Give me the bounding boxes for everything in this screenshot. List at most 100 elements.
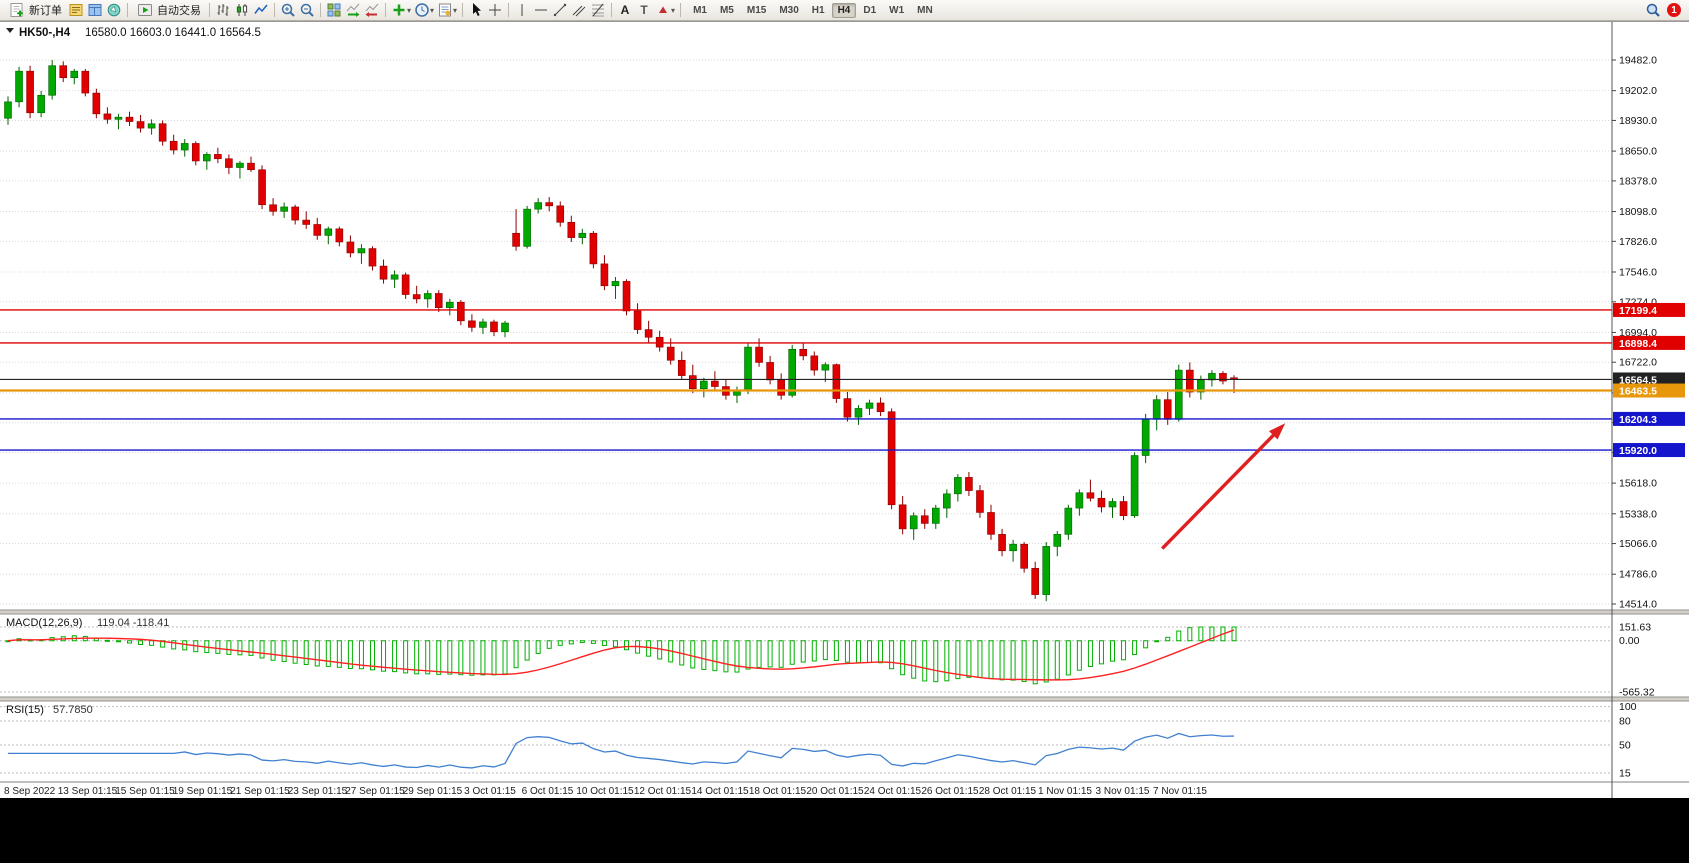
symbol-dropdown-arrow-icon[interactable] (6, 28, 14, 33)
cursor-icon[interactable] (467, 2, 485, 19)
indicators-dropdown-caret[interactable]: ▾ (407, 5, 412, 15)
macd-histogram-bar (1143, 640, 1149, 649)
pane-separator[interactable] (0, 610, 1689, 614)
macd-histogram-bar (138, 640, 144, 646)
toolbar-separator (462, 3, 464, 17)
candlestick-chart-icon[interactable] (233, 2, 251, 19)
trend-arrow-head[interactable] (1268, 423, 1286, 440)
macd-histogram-bar (1209, 626, 1215, 642)
candle-body (677, 359, 686, 376)
time-axis-label: 20 Oct 01:15 (806, 786, 864, 797)
candle-body (291, 206, 299, 221)
timeframe-H4-button[interactable]: H4 (831, 2, 857, 18)
macd-histogram-bar (922, 640, 928, 682)
line-chart-icon[interactable] (252, 2, 270, 19)
candle-body (744, 346, 752, 391)
price-tag-16564.5 (1613, 372, 1685, 387)
channel-icon[interactable] (570, 2, 588, 19)
time-axis-label: 7 Nov 01:15 (1153, 786, 1207, 797)
candle-body (644, 329, 653, 338)
macd-histogram-bar (1110, 640, 1116, 662)
notification-badge[interactable]: 1 (1667, 3, 1681, 17)
bar-chart-icon[interactable] (214, 2, 232, 19)
candle-body (777, 379, 785, 396)
macd-histogram-bar (933, 640, 939, 683)
macd-histogram-bar (1087, 640, 1093, 667)
candle-body (589, 232, 598, 265)
templates-dropdown-caret[interactable]: ▾ (453, 5, 458, 15)
price-axis-label: 15618.0 (1619, 478, 1657, 490)
macd-histogram-bar (126, 640, 132, 644)
crosshair-icon[interactable] (486, 2, 504, 19)
candle-body (26, 70, 34, 114)
candle-body (700, 380, 708, 390)
tile-windows-icon[interactable] (325, 2, 343, 19)
timeframe-M15-button[interactable]: M15 (746, 4, 767, 16)
time-axis-label: 1 Nov 01:15 (1038, 786, 1092, 797)
price-axis-label: 18378.0 (1619, 175, 1657, 187)
macd-histogram-bar (358, 640, 364, 670)
timeframe-W1-button[interactable]: W1 (889, 4, 905, 16)
timeframe-MN-button[interactable]: MN (917, 4, 933, 16)
timeframe-M5-button[interactable]: M5 (719, 4, 734, 16)
chart-shift-icon[interactable] (363, 2, 381, 19)
timeframe-M30-button[interactable]: M30 (779, 4, 799, 16)
macd-histogram-bar (767, 640, 773, 668)
macd-histogram-bar (1231, 626, 1237, 642)
macd-histogram-bar (1065, 640, 1071, 676)
price-axis-label: 19202.0 (1619, 85, 1657, 97)
macd-histogram-bar (844, 640, 850, 663)
data-window-icon[interactable] (86, 2, 104, 19)
time-axis-label: 24 Oct 01:15 (864, 786, 922, 797)
label-icon[interactable]: T (635, 2, 653, 19)
candle-body (865, 402, 874, 409)
navigator-icon[interactable] (105, 2, 123, 19)
macd-histogram-bar (281, 640, 287, 663)
chart-window: 19482.0 19202.0 18930.0 18650.0 18378.0 18098… (0, 21, 1689, 799)
candle-body (390, 274, 399, 280)
price-tag-label: 16564.5 (1619, 374, 1657, 386)
time-axis-label: 29 Sep 01:15 (403, 786, 463, 797)
timeframe-M1-button[interactable]: M1 (693, 4, 707, 16)
horizontal-line-icon[interactable] (532, 2, 550, 19)
candle-body (114, 116, 123, 120)
macd-histogram-bar (734, 640, 740, 673)
macd-histogram-bar (900, 640, 906, 676)
macd-histogram-bar (701, 640, 707, 670)
shapes-icon[interactable] (654, 2, 672, 19)
price-axis-label: 17546.0 (1619, 266, 1657, 278)
pane-separator[interactable] (0, 697, 1689, 701)
fibonacci-icon[interactable] (589, 2, 607, 19)
macd-histogram-bar (369, 640, 375, 671)
auto-scroll-icon[interactable] (344, 2, 362, 19)
market-watch-icon[interactable] (67, 2, 85, 19)
candle-body (180, 143, 189, 151)
macd-histogram-bar (303, 640, 309, 665)
timeframe-H1-button[interactable]: H1 (811, 4, 825, 16)
candle-body (766, 362, 774, 381)
empty-area-below-chart (0, 798, 1689, 863)
macd-histogram-bar (1165, 636, 1171, 642)
zoom-out-icon[interactable] (298, 2, 316, 19)
macd-histogram-bar (425, 640, 431, 675)
candle-body (70, 70, 79, 79)
chart-canvas[interactable]: 19482.0 19202.0 18930.0 18650.0 18378.0 18098… (0, 22, 1689, 799)
zoom-in-icon[interactable] (279, 2, 297, 19)
templates-icon[interactable] (436, 2, 454, 19)
timeframe-D1-button[interactable]: D1 (863, 4, 877, 16)
new-order-button[interactable]: 新订单 (4, 2, 66, 19)
shapes-dropdown-caret[interactable]: ▾ (671, 5, 676, 15)
candle-body (1186, 369, 1194, 393)
trendline-icon[interactable] (551, 2, 569, 19)
vertical-line-icon[interactable] (513, 2, 531, 19)
candle-body (81, 70, 90, 94)
trend-arrow-line[interactable] (1160, 429, 1280, 550)
price-tag-label: 16463.5 (1619, 386, 1657, 398)
text-icon[interactable]: A (616, 2, 634, 19)
auto-trading-button[interactable]: 自动交易 (132, 2, 205, 19)
indicators-icon[interactable] (390, 2, 408, 19)
periods-dropdown-caret[interactable]: ▾ (430, 5, 435, 15)
search-icon[interactable] (1644, 2, 1662, 19)
periods-clock-icon[interactable] (413, 2, 431, 19)
macd-histogram-bar (756, 640, 762, 668)
